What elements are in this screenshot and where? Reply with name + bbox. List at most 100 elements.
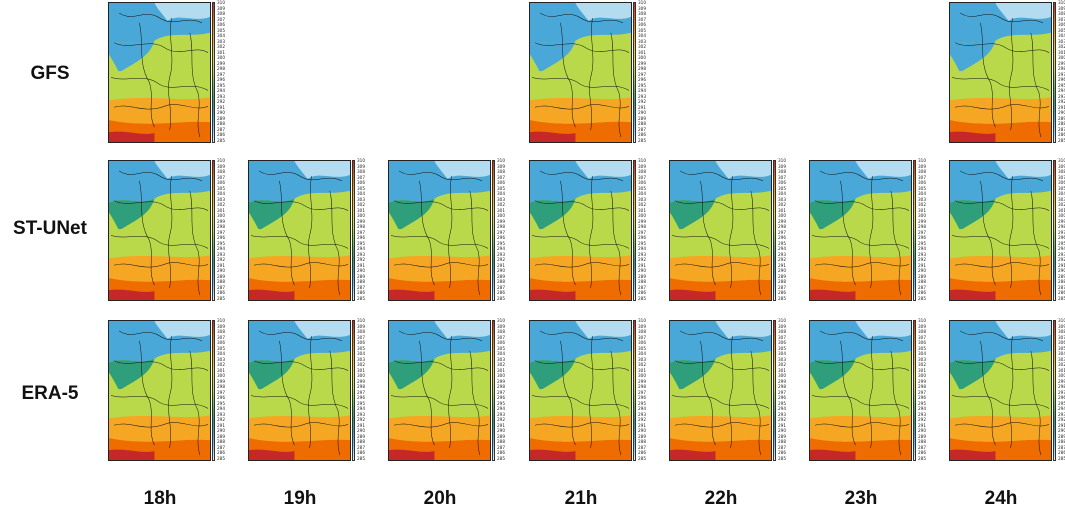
- colorbar-tick-label: 310: [1058, 318, 1065, 323]
- colorbar-tick-label: 287: [217, 444, 225, 450]
- colorbar-tick-label: 304: [1058, 33, 1065, 38]
- colorbar-tick-label: 305: [357, 185, 365, 191]
- colorbar-tick-label: 288: [217, 439, 225, 444]
- colorbar-tick-label: 310: [217, 158, 225, 163]
- colorbar-tick-label: 305: [778, 185, 786, 191]
- colorbar: [212, 320, 215, 461]
- colorbar-tick-label: 302: [918, 362, 926, 367]
- colorbar-tick-label: 294: [1058, 88, 1065, 93]
- colorbar-tick-label: 286: [778, 450, 786, 455]
- colorbar-tick-label: 286: [217, 132, 225, 137]
- colorbar-tick-label: 302: [918, 202, 926, 207]
- colorbar-tick-label: 297: [918, 389, 926, 395]
- colorbar-tick-label: 295: [638, 400, 646, 406]
- colorbar-tick-label: 301: [497, 367, 505, 373]
- colorbar-tick-label: 302: [778, 202, 786, 207]
- colorbar-tick-label: 305: [1058, 345, 1065, 351]
- colorbar-tick-label: 301: [778, 367, 786, 373]
- colorbar-tick-label: 297: [217, 229, 225, 235]
- colorbar-tick-label: 303: [217, 38, 225, 44]
- colorbar-tick-label: 300: [778, 213, 786, 218]
- temperature-map: [109, 321, 210, 460]
- colorbar-tick-label: 301: [217, 367, 225, 373]
- colorbar-tick-label: 288: [918, 279, 926, 284]
- colorbar-tick-label: 289: [1058, 115, 1065, 121]
- colorbar-tick-label: 299: [217, 60, 225, 66]
- colorbar-tick-label: 301: [638, 367, 646, 373]
- colorbar-tick-label: 308: [217, 329, 225, 334]
- colorbar-tick-label: 299: [638, 378, 646, 384]
- colorbar-tick-label: 298: [778, 224, 786, 229]
- colorbar-tick-label: 302: [1058, 44, 1065, 49]
- colorbar-tick-label: 307: [638, 16, 646, 22]
- colorbar-tick-label: 308: [638, 11, 646, 16]
- colorbar-tick-label: 292: [357, 417, 365, 422]
- map-frame: [388, 160, 491, 301]
- colorbar-tick-label: 306: [918, 340, 926, 345]
- colorbar-tick-label: 294: [357, 406, 365, 411]
- colorbar-tick-label: 287: [638, 444, 646, 450]
- colorbar-tick-label: 310: [918, 158, 926, 163]
- row-label-gfs: GFS: [30, 63, 70, 84]
- colorbar-tick-label: 305: [918, 345, 926, 351]
- colorbar-tick-label: 287: [357, 284, 365, 290]
- colorbar-tick-label: 310: [638, 318, 646, 323]
- map-panel: 310 309 308 307 306 305 304 303 302 301 300 299 298 2…: [248, 318, 372, 462]
- colorbar-tick-label: 303: [1058, 356, 1065, 362]
- colorbar-tick-label: 289: [1058, 273, 1065, 279]
- map-frame: [809, 320, 912, 461]
- map-panel: 310 309 308 307 306 305 304 303 302 301 300 299 298 2…: [949, 0, 1065, 144]
- colorbar-tick-label: 308: [638, 169, 646, 174]
- colorbar-tick-label: 290: [918, 428, 926, 433]
- colorbar-tick-label: 301: [778, 207, 786, 213]
- colorbar-tick-label: 292: [1058, 417, 1065, 422]
- colorbar-tick-label: 293: [1058, 93, 1065, 99]
- colorbar-tick-label: 291: [1058, 262, 1065, 268]
- temperature-map: [950, 3, 1051, 142]
- colorbar-tick-label: 296: [918, 235, 926, 240]
- colorbar-tick-label: 289: [217, 273, 225, 279]
- colorbar-tick-label: 303: [357, 356, 365, 362]
- colorbar-tick-label: 296: [638, 77, 646, 82]
- colorbar: [212, 160, 215, 301]
- colorbar-tick-label: 293: [638, 93, 646, 99]
- colorbar-tick-label: 286: [217, 290, 225, 295]
- colorbar-tick-label: 298: [918, 224, 926, 229]
- colorbar-tick-label: 301: [1058, 367, 1065, 373]
- colorbar-tick-label: 310: [778, 318, 786, 323]
- colorbar-ticks: 310 309 308 307 306 305 304 303 302 301 300 299 298 2…: [1058, 158, 1065, 301]
- colorbar-tick-label: 285: [638, 295, 646, 301]
- colorbar-tick-label: 302: [497, 362, 505, 367]
- colorbar-tick-label: 290: [918, 268, 926, 273]
- colorbar-tick-label: 307: [1058, 174, 1065, 180]
- row-label-era-5: ERA-5: [21, 383, 79, 404]
- colorbar-tick-label: 295: [1058, 82, 1065, 88]
- colorbar-tick-label: 298: [1058, 66, 1065, 71]
- colorbar-tick-label: 298: [918, 384, 926, 389]
- colorbar-tick-label: 286: [778, 290, 786, 295]
- colorbar-tick-label: 306: [217, 22, 225, 27]
- colorbar-tick-label: 300: [918, 373, 926, 378]
- map-frame: [529, 320, 632, 461]
- colorbar: [633, 320, 636, 461]
- colorbar-tick-label: 291: [918, 422, 926, 428]
- colorbar-tick-label: 300: [217, 55, 225, 60]
- colorbar-tick-label: 291: [638, 104, 646, 110]
- colorbar-tick-label: 292: [217, 417, 225, 422]
- colorbar-tick-label: 310: [357, 158, 365, 163]
- colorbar-tick-label: 307: [918, 174, 926, 180]
- colorbar-tick-label: 301: [217, 207, 225, 213]
- colorbar-tick-label: 292: [778, 417, 786, 422]
- colorbar-tick-label: 309: [357, 323, 365, 329]
- colorbar-tick-label: 307: [778, 174, 786, 180]
- colorbar-tick-label: 304: [638, 33, 646, 38]
- colorbar-tick-label: 293: [918, 411, 926, 417]
- colorbar-tick-label: 310: [217, 318, 225, 323]
- colorbar-tick-label: 297: [1058, 71, 1065, 77]
- colorbar-tick-label: 290: [217, 428, 225, 433]
- colorbar-tick-label: 305: [217, 27, 225, 33]
- colorbar-tick-label: 309: [638, 323, 646, 329]
- colorbar-tick-label: 310: [1058, 158, 1065, 163]
- colorbar-tick-label: 290: [778, 268, 786, 273]
- colorbar-tick-label: 305: [638, 185, 646, 191]
